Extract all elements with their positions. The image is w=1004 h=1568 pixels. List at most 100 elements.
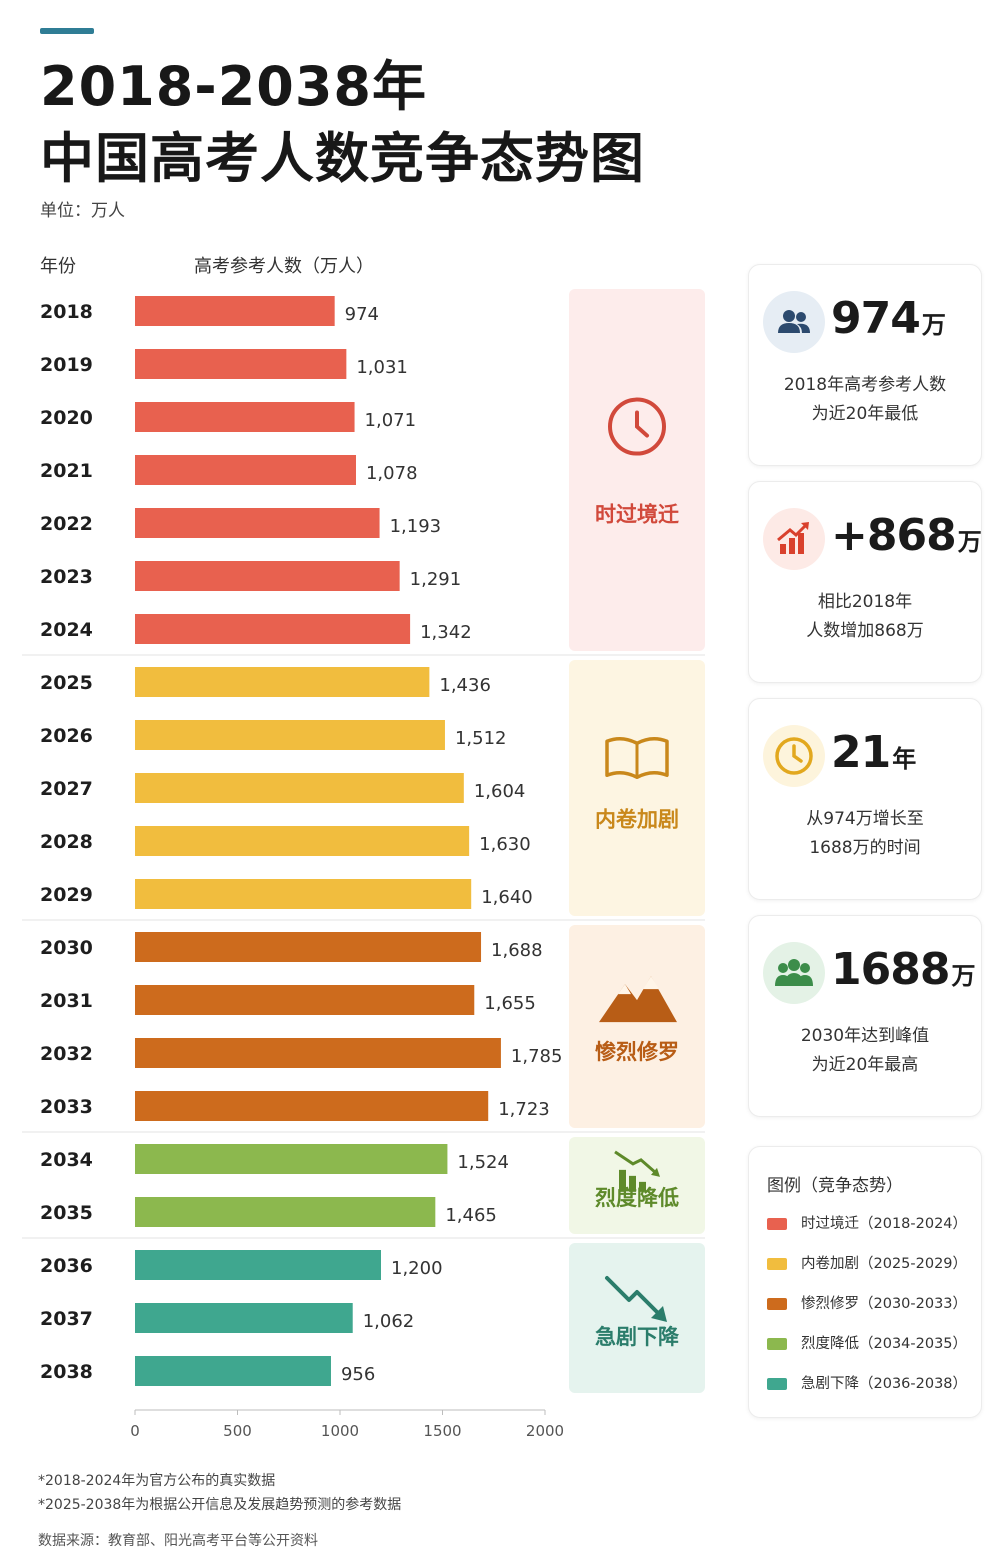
- bar: [135, 1091, 489, 1121]
- value-label: 1,512: [455, 728, 507, 749]
- phase-panel: [569, 1243, 705, 1393]
- legend-title: 图例（竞争态势）: [767, 1176, 903, 1196]
- year-label: 2021: [40, 460, 93, 482]
- count-column-header: 高考参考人数（万人）: [194, 256, 374, 277]
- year-label: 2018: [40, 301, 93, 323]
- year-label: 2033: [40, 1096, 93, 1118]
- year-label: 2028: [40, 831, 93, 853]
- value-label: 1,465: [445, 1205, 497, 1226]
- clock-icon: [608, 397, 666, 456]
- x-tick-label: 2000: [526, 1422, 564, 1440]
- bar: [135, 296, 335, 326]
- year-label: 2037: [40, 1308, 93, 1330]
- bar: [135, 561, 400, 591]
- bar: [135, 985, 475, 1015]
- title-accent-bar: [40, 28, 94, 34]
- stat-description: 从974万增长至 1688万的时间: [806, 809, 924, 858]
- x-tick-label: 0: [130, 1422, 140, 1440]
- bar: [135, 879, 472, 909]
- stat-description: 2030年达到峰值 为近20年最高: [800, 1026, 930, 1075]
- year-label: 2038: [40, 1361, 93, 1383]
- value-label: 956: [341, 1364, 375, 1385]
- legend-item: 烈度降低（2034-2035）: [767, 1333, 977, 1355]
- value-label: 1,078: [366, 463, 418, 484]
- value-label: 1,342: [420, 622, 472, 643]
- legend-swatch: [767, 1338, 787, 1350]
- year-label: 2034: [40, 1149, 93, 1171]
- year-label: 2026: [40, 725, 93, 747]
- stat-value: 1688万: [831, 944, 976, 995]
- phase-label: 惨烈修罗: [595, 1040, 679, 1064]
- legend-label: 时过境迁（2018-2024）: [801, 1216, 968, 1232]
- value-label: 1,071: [365, 410, 417, 431]
- value-label: 1,630: [479, 834, 531, 855]
- unit-label: 单位：万人: [40, 201, 125, 221]
- mountain-icon: [599, 976, 677, 1023]
- value-label: 974: [345, 304, 379, 325]
- phase-label: 烈度降低: [595, 1186, 679, 1210]
- year-column-header: 年份: [40, 256, 76, 277]
- stat-value: 21年: [831, 727, 917, 778]
- bar: [135, 1250, 381, 1280]
- x-tick-label: 1500: [423, 1422, 461, 1440]
- value-label: 1,655: [484, 993, 536, 1014]
- value-label: 1,524: [457, 1152, 509, 1173]
- bar: [135, 1197, 436, 1227]
- value-label: 1,436: [439, 675, 491, 696]
- stat-description: 相比2018年 人数增加868万: [806, 592, 924, 641]
- year-label: 2022: [40, 513, 93, 535]
- legend-item: 急剧下降（2036-2038）: [767, 1373, 977, 1395]
- year-label: 2023: [40, 566, 93, 588]
- legend-label: 急剧下降（2036-2038）: [801, 1376, 968, 1392]
- year-label: 2030: [40, 937, 93, 959]
- value-label: 1,688: [491, 940, 543, 961]
- declining-bars-icon: [614, 1150, 660, 1192]
- bar: [135, 508, 380, 538]
- phase-label: 急剧下降: [595, 1325, 680, 1349]
- footnote-forecast: *2025-2038年为根据公开信息及发展趋势预测的参考数据: [38, 1497, 402, 1513]
- clock-icon: [763, 725, 825, 787]
- stat-value: 974万: [831, 293, 946, 344]
- bar: [135, 1038, 501, 1068]
- value-label: 1,723: [498, 1099, 550, 1120]
- legend-item: 惨烈修罗（2030-2033）: [767, 1293, 977, 1315]
- stat-card-lowest: 974万 2018年高考参考人数 为近20年最低: [748, 264, 982, 466]
- x-tick-label: 1000: [321, 1422, 359, 1440]
- stat-card-increase: +868万 相比2018年 人数增加868万: [748, 481, 982, 683]
- book-icon: [605, 736, 669, 780]
- year-label: 2024: [40, 619, 93, 641]
- bar: [135, 667, 430, 697]
- year-label: 2031: [40, 990, 93, 1012]
- bar: [135, 614, 411, 644]
- bar: [135, 402, 355, 432]
- bar: [135, 455, 356, 485]
- bar: [135, 1356, 331, 1386]
- people-icon: [763, 291, 825, 353]
- bar: [135, 1144, 448, 1174]
- value-label: 1,200: [391, 1258, 443, 1279]
- bar: [135, 720, 445, 750]
- value-label: 1,062: [363, 1311, 415, 1332]
- year-label: 2036: [40, 1255, 93, 1277]
- legend: 图例（竞争态势） 时过境迁（2018-2024） 内卷加剧（2025-2029）…: [748, 1146, 982, 1418]
- legend-item: 时过境迁（2018-2024）: [767, 1213, 977, 1235]
- stat-value: +868万: [831, 510, 982, 561]
- phase-panel: [569, 289, 705, 651]
- value-label: 1,193: [390, 516, 442, 537]
- phase-panel: [569, 1137, 705, 1234]
- bar: [135, 349, 347, 379]
- bar: [135, 932, 482, 962]
- phase-panel: [569, 925, 705, 1128]
- year-label: 2025: [40, 672, 93, 694]
- year-label: 2019: [40, 354, 93, 376]
- legend-item: 内卷加剧（2025-2029）: [767, 1253, 977, 1275]
- phase-label: 内卷加剧: [595, 808, 679, 832]
- footnote-official: *2018-2024年为官方公布的真实数据: [38, 1473, 276, 1489]
- year-label: 2035: [40, 1202, 93, 1224]
- phase-label: 时过境迁: [595, 502, 679, 526]
- stat-description: 2018年高考参考人数 为近20年最低: [783, 375, 947, 424]
- phase-panel: [569, 660, 705, 916]
- legend-swatch: [767, 1378, 787, 1390]
- trend-down-icon: [605, 1276, 667, 1322]
